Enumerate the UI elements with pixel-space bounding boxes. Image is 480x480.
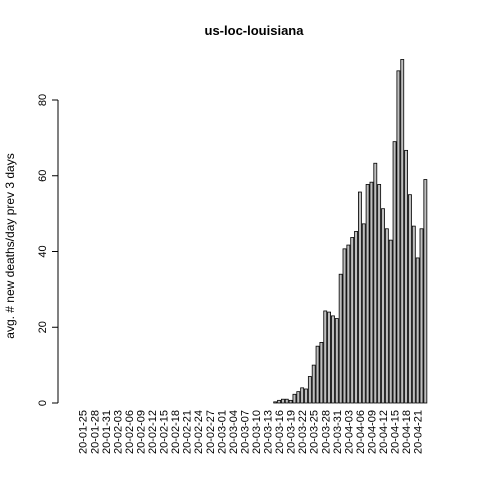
y-tick-label: 40 [37,245,49,257]
bar [392,141,397,404]
bar [384,228,389,404]
x-tick-label: 20-04-12 [378,410,390,454]
bar [300,387,305,404]
y-tick-label: 60 [37,170,49,182]
x-tick-label: 20-02-15 [159,410,171,454]
bar [304,388,308,404]
bar [319,341,324,404]
bar [411,225,416,404]
bar [323,310,328,404]
bar [288,399,293,404]
bar [350,237,355,404]
y-axis-label: avg. # new deaths/day prev 3 days [3,153,17,338]
bar [404,149,409,404]
x-tick-label: 20-03-13 [263,410,275,454]
bar [327,311,332,404]
bar [331,315,335,404]
bar [361,223,366,404]
bar [280,398,285,404]
chart-title: us-loc-louisiana [205,23,305,38]
x-tick-label: 20-03-19 [286,410,298,454]
y-tick-label: 0 [37,400,49,406]
x-tick-label: 20-03-10 [251,410,263,454]
bar [357,191,362,404]
x-tick-label: 20-03-22 [297,410,309,454]
bar [365,184,370,404]
x-tick-label: 20-02-09 [135,410,147,454]
x-tick-label: 20-02-27 [205,410,217,454]
x-tick-label: 20-03-01 [216,410,228,454]
bar [292,393,297,404]
x-tick-label: 20-03-25 [309,410,321,454]
bar [408,194,412,404]
bar [400,59,405,404]
x-axis-labels: 20-01-25 20-01-28 20-01-31 20-02-03 20-02-06… [78,410,425,454]
x-tick-label: 20-04-21 [413,410,425,454]
x-tick-label: 20-04-18 [401,410,413,454]
x-tick-label: 20-02-03 [112,410,124,454]
bar [315,345,320,404]
y-tick-label: 20 [37,321,49,333]
bar [419,228,424,404]
bar [369,181,374,404]
bar [396,70,401,404]
bar [338,273,343,404]
x-tick-label: 20-04-03 [343,410,355,454]
bar [423,179,428,404]
bar [277,399,281,404]
bar [311,364,316,404]
bar [284,398,289,404]
x-tick-label: 20-03-16 [274,410,286,454]
bars [273,59,428,404]
x-tick-label: 20-04-06 [355,410,367,454]
bar [415,257,420,404]
x-tick-label: 20-02-21 [182,410,194,454]
bar [377,184,382,404]
x-tick-label: 20-03-04 [228,410,240,454]
x-tick-label: 20-02-06 [124,410,136,454]
y-axis: 0 20 40 60 80 [37,94,59,406]
bar [346,244,351,404]
x-tick-label: 20-01-25 [78,410,90,454]
bar [334,318,339,404]
x-tick-label: 20-02-24 [193,410,205,454]
bar [381,208,385,404]
bar [307,376,312,404]
bar [388,239,393,404]
bar [342,248,347,404]
x-tick-label: 20-02-12 [147,410,159,454]
bar [273,401,278,404]
y-tick-label: 80 [37,94,49,106]
x-tick-label: 20-04-15 [390,410,402,454]
bar [354,231,358,404]
x-tick-label: 20-03-31 [332,410,344,454]
x-tick-label: 20-03-07 [239,410,251,454]
x-tick-label: 20-01-28 [89,410,101,454]
bar [296,391,301,404]
x-tick-label: 20-03-28 [320,410,332,454]
x-tick-label: 20-02-18 [170,410,182,454]
x-tick-label: 20-01-31 [101,410,113,454]
x-tick-label: 20-04-09 [366,410,378,454]
bar [373,162,378,404]
